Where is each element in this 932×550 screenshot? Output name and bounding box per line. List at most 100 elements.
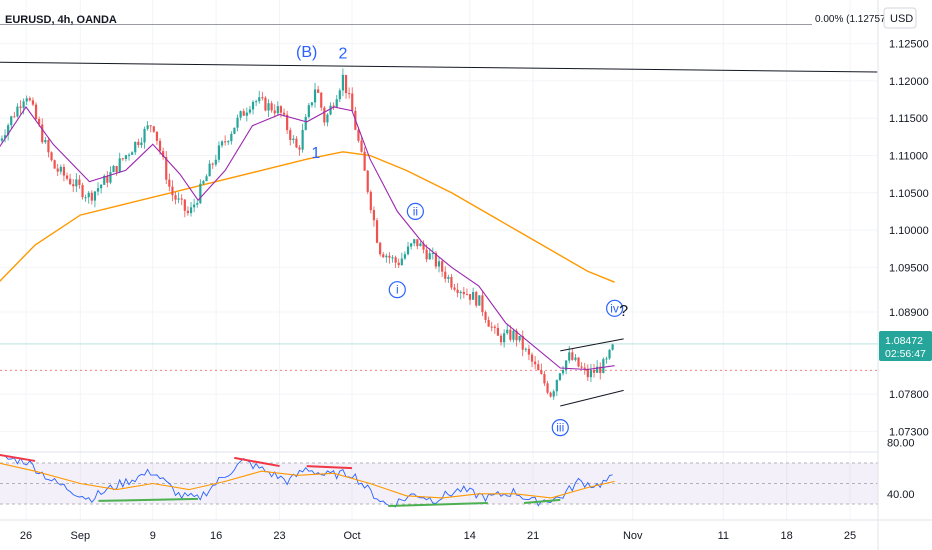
candle-body <box>307 105 310 117</box>
y-tick-label: 1.08900 <box>889 307 929 319</box>
wave-label-circle <box>406 202 424 221</box>
currency-button[interactable]: USD <box>883 7 917 29</box>
wave-label: iv <box>610 301 619 315</box>
candle-body <box>552 391 555 397</box>
candle-body <box>379 242 382 255</box>
candle-body <box>422 243 425 250</box>
candle-body <box>106 175 109 183</box>
candle-body <box>568 352 571 361</box>
candle-body <box>428 253 431 260</box>
candle-body <box>214 159 217 165</box>
candle-body <box>180 198 183 200</box>
candle-body <box>19 106 22 108</box>
divergence-bear <box>234 456 280 468</box>
candle-body <box>282 112 286 115</box>
candle-body <box>270 103 273 111</box>
x-tick-label: 16 <box>210 530 222 542</box>
trendline-channel-bottom[interactable] <box>560 389 624 407</box>
divergence-bear <box>306 465 353 470</box>
candle-body <box>332 105 335 107</box>
candle-body <box>286 114 289 131</box>
candle-body <box>50 152 53 161</box>
candle-body <box>583 367 586 369</box>
candle-body <box>574 357 577 360</box>
candle-body <box>90 192 93 201</box>
candle-body <box>515 330 518 341</box>
candle-body <box>313 89 317 103</box>
candle-body <box>326 114 329 123</box>
candle-body <box>174 195 177 200</box>
candle-body <box>375 220 379 243</box>
candle-body <box>103 175 106 185</box>
trendline-resistance[interactable] <box>0 61 878 73</box>
x-tick-label: 26 <box>20 530 32 542</box>
candle-body <box>599 366 602 373</box>
candle-body <box>450 276 453 288</box>
candle-body <box>571 352 574 360</box>
candle-body <box>589 369 593 378</box>
wave-label: iii <box>556 421 564 435</box>
candle-body <box>233 127 236 134</box>
candle-body <box>121 158 124 160</box>
bar-countdown: 02:56:47 <box>885 348 926 360</box>
candle-body <box>503 333 506 343</box>
candle-body <box>264 97 267 111</box>
candle-body <box>273 110 276 114</box>
candle-body <box>205 176 208 182</box>
candle-body <box>521 336 524 350</box>
candle-body <box>227 141 230 143</box>
candle-body <box>546 383 549 393</box>
candle-body <box>62 166 66 176</box>
y-tick-label: 1.11500 <box>889 113 928 125</box>
candle-body <box>25 98 28 102</box>
candle-body <box>310 102 314 106</box>
candle-body <box>363 151 366 171</box>
candle-body <box>317 89 320 93</box>
divergence-bull <box>388 501 488 508</box>
last-price: 1.08472 <box>885 335 923 347</box>
candle-body <box>425 249 428 260</box>
candle-body <box>236 117 239 128</box>
x-tick-label: 9 <box>150 530 156 542</box>
x-tick-label: 11 <box>718 530 729 542</box>
trendline-channel-top[interactable] <box>560 338 624 352</box>
x-tick-label: Nov <box>623 530 643 542</box>
candle-body <box>261 97 264 99</box>
candle-body <box>366 170 369 192</box>
candle-body <box>558 373 562 381</box>
y-tick-label: 1.12000 <box>889 76 929 88</box>
candle-body <box>484 312 487 320</box>
candle-body <box>149 125 152 127</box>
candle-body <box>437 261 441 267</box>
wave-label: (B) <box>296 44 317 61</box>
candle-body <box>109 172 112 183</box>
slow-moving-average <box>0 151 615 283</box>
candle-body <box>555 380 558 392</box>
wave-label-circle <box>388 281 406 299</box>
candle-body <box>487 319 490 327</box>
candle-body <box>258 97 261 102</box>
candle-body <box>369 191 372 211</box>
y-tick-label: 1.07300 <box>889 426 929 438</box>
candle-body <box>397 262 400 266</box>
rsi-pane[interactable] <box>0 453 878 508</box>
drawings[interactable] <box>0 24 878 407</box>
candle-body <box>152 126 155 132</box>
candle-body <box>47 140 50 153</box>
candle-body <box>81 184 84 198</box>
candle-body <box>186 210 190 214</box>
candle-body <box>434 252 438 267</box>
candle-body <box>400 258 403 266</box>
candle-body <box>540 370 543 374</box>
candle-body <box>10 116 13 126</box>
candle-body <box>382 254 385 258</box>
candle-body <box>75 179 78 187</box>
candle-body <box>118 158 121 173</box>
wave-label: 1 <box>311 145 320 162</box>
candle-body <box>276 106 279 114</box>
candle-body <box>391 257 394 259</box>
candle-body <box>493 326 496 328</box>
candle-body <box>16 106 19 117</box>
x-tick-label: Sep <box>71 530 91 542</box>
